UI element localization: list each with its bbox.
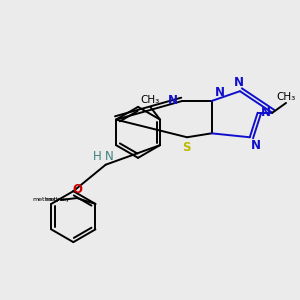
Text: methoxy: methoxy: [45, 196, 69, 202]
Text: N: N: [168, 94, 178, 106]
Text: CH₃: CH₃: [276, 92, 296, 102]
Text: N: N: [261, 106, 271, 119]
Text: N: N: [251, 139, 261, 152]
Text: O: O: [72, 183, 82, 196]
Text: N: N: [234, 76, 244, 89]
Text: S: S: [182, 141, 190, 154]
Text: CH₃: CH₃: [141, 95, 160, 105]
Text: H: H: [93, 150, 102, 163]
Text: N: N: [105, 150, 113, 163]
Text: methoxy: methoxy: [32, 197, 60, 202]
Text: N: N: [214, 85, 224, 98]
